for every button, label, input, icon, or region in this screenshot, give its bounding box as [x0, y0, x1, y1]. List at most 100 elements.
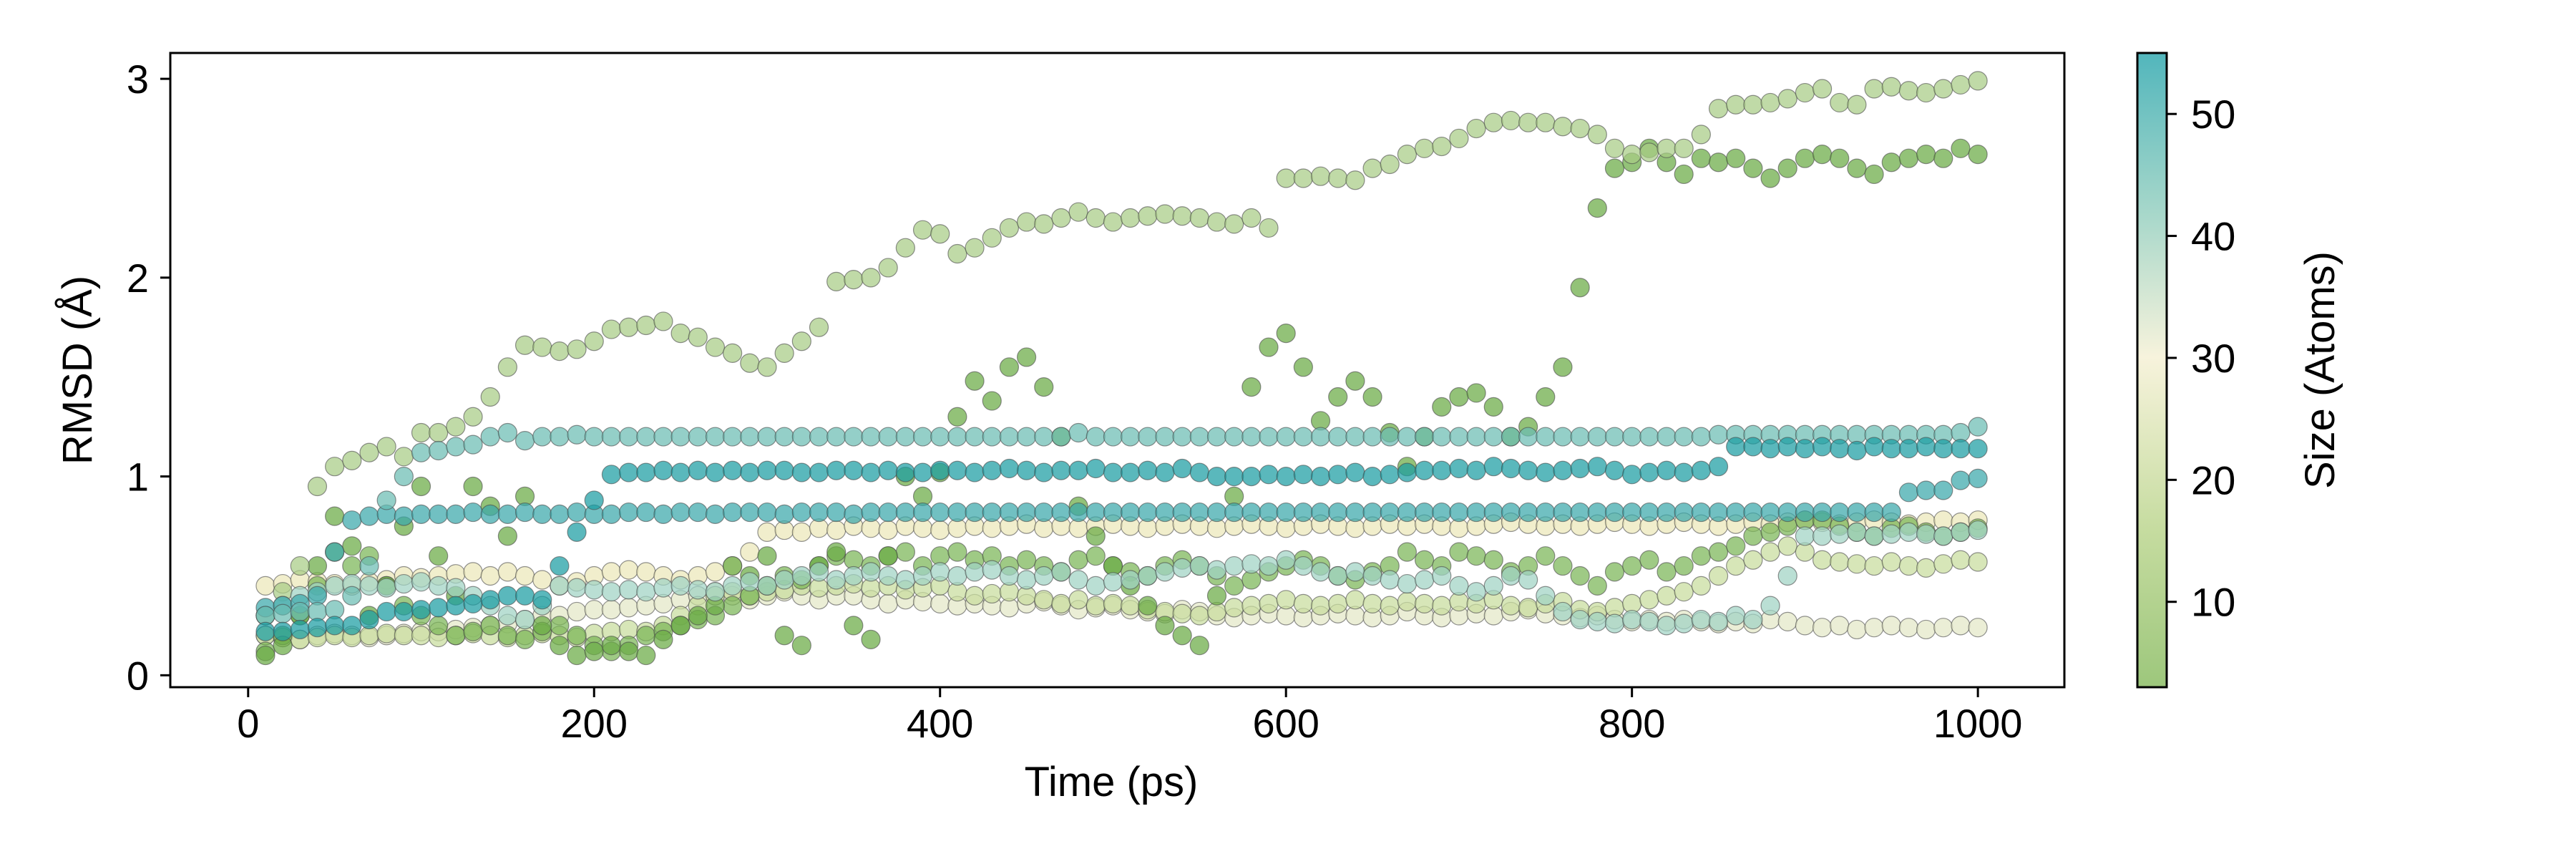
data-point — [429, 440, 449, 461]
data-point — [1708, 502, 1729, 523]
data-point — [636, 502, 656, 523]
data-point — [1051, 460, 1071, 480]
data-point — [1380, 154, 1400, 175]
data-point — [394, 447, 414, 467]
data-point — [1380, 570, 1400, 590]
data-point — [1034, 590, 1054, 610]
data-point — [757, 460, 777, 480]
data-point — [1259, 465, 1279, 485]
data-point — [1726, 94, 1746, 115]
series-48-atoms — [255, 468, 1988, 618]
data-point — [1224, 555, 1244, 576]
data-point — [342, 536, 362, 556]
data-point — [618, 560, 639, 580]
data-point — [497, 562, 517, 582]
data-point — [1743, 550, 1763, 570]
data-point — [1051, 562, 1071, 582]
data-point — [1916, 619, 1936, 640]
data-point — [1432, 460, 1452, 480]
data-point — [584, 600, 604, 620]
data-point — [1604, 138, 1625, 158]
data-point — [1155, 616, 1175, 636]
data-point — [1189, 502, 1209, 523]
data-point — [1639, 611, 1659, 631]
data-point — [429, 598, 449, 618]
data-point — [965, 502, 985, 523]
data-point — [1016, 212, 1037, 232]
data-point — [480, 590, 500, 610]
data-point — [463, 593, 483, 613]
data-point — [1206, 427, 1227, 447]
data-point — [255, 621, 275, 641]
data-point — [394, 466, 414, 487]
y-axis-label: RMSD (Å) — [54, 276, 101, 465]
data-point — [705, 462, 726, 482]
data-point — [480, 616, 500, 636]
data-point — [1345, 502, 1365, 523]
data-point — [1760, 522, 1780, 542]
data-point — [1622, 502, 1642, 523]
data-point — [1708, 424, 1729, 445]
data-point — [514, 430, 535, 451]
plot-frame — [169, 52, 2066, 689]
data-point — [1380, 502, 1400, 523]
data-point — [878, 546, 898, 566]
data-point — [1276, 550, 1296, 570]
data-point — [514, 629, 535, 649]
data-point — [601, 562, 622, 582]
data-point — [1777, 536, 1797, 556]
colorbar-tick-label: 20 — [2191, 457, 2235, 503]
x-tick-label: 400 — [907, 701, 973, 746]
data-point — [601, 427, 622, 447]
data-point — [895, 542, 915, 562]
data-point — [1034, 566, 1054, 586]
data-point — [1536, 502, 1556, 523]
data-point — [1639, 590, 1659, 610]
data-point — [1449, 576, 1469, 596]
data-point — [601, 636, 622, 656]
data-point — [861, 502, 881, 523]
data-point — [1138, 206, 1158, 226]
data-point — [1397, 427, 1418, 447]
data-point — [1864, 502, 1884, 523]
data-point — [1016, 427, 1037, 447]
data-point — [999, 357, 1020, 377]
data-point — [394, 506, 414, 526]
data-point — [550, 341, 570, 361]
data-point — [1449, 387, 1469, 407]
data-point — [1847, 158, 1867, 178]
data-point — [1881, 524, 1901, 544]
data-point — [601, 465, 622, 485]
data-point — [1691, 148, 1711, 168]
data-point — [1553, 502, 1573, 523]
data-point — [584, 641, 604, 661]
data-point — [1795, 439, 1815, 459]
data-point — [670, 616, 691, 636]
data-point — [1501, 110, 1521, 131]
data-point — [1328, 387, 1348, 407]
data-point — [1483, 397, 1503, 417]
data-point — [1241, 502, 1262, 523]
data-point — [532, 590, 552, 610]
data-point — [1483, 502, 1503, 523]
data-point — [550, 616, 570, 636]
data-point — [965, 238, 985, 258]
data-point — [705, 562, 726, 582]
data-point — [705, 582, 726, 602]
data-point — [1812, 437, 1833, 457]
data-point — [1259, 218, 1279, 238]
data-point — [723, 460, 743, 480]
data-point — [1449, 542, 1469, 562]
data-point — [1743, 437, 1763, 457]
data-point — [1189, 427, 1209, 447]
data-point — [1432, 596, 1452, 616]
data-point — [947, 566, 967, 586]
data-point — [618, 502, 639, 523]
data-point — [1933, 439, 1953, 459]
data-point — [1189, 555, 1209, 576]
data-point — [567, 626, 587, 646]
data-point — [895, 238, 915, 258]
data-point — [550, 555, 570, 576]
data-point — [1466, 582, 1486, 602]
data-point — [826, 570, 847, 590]
